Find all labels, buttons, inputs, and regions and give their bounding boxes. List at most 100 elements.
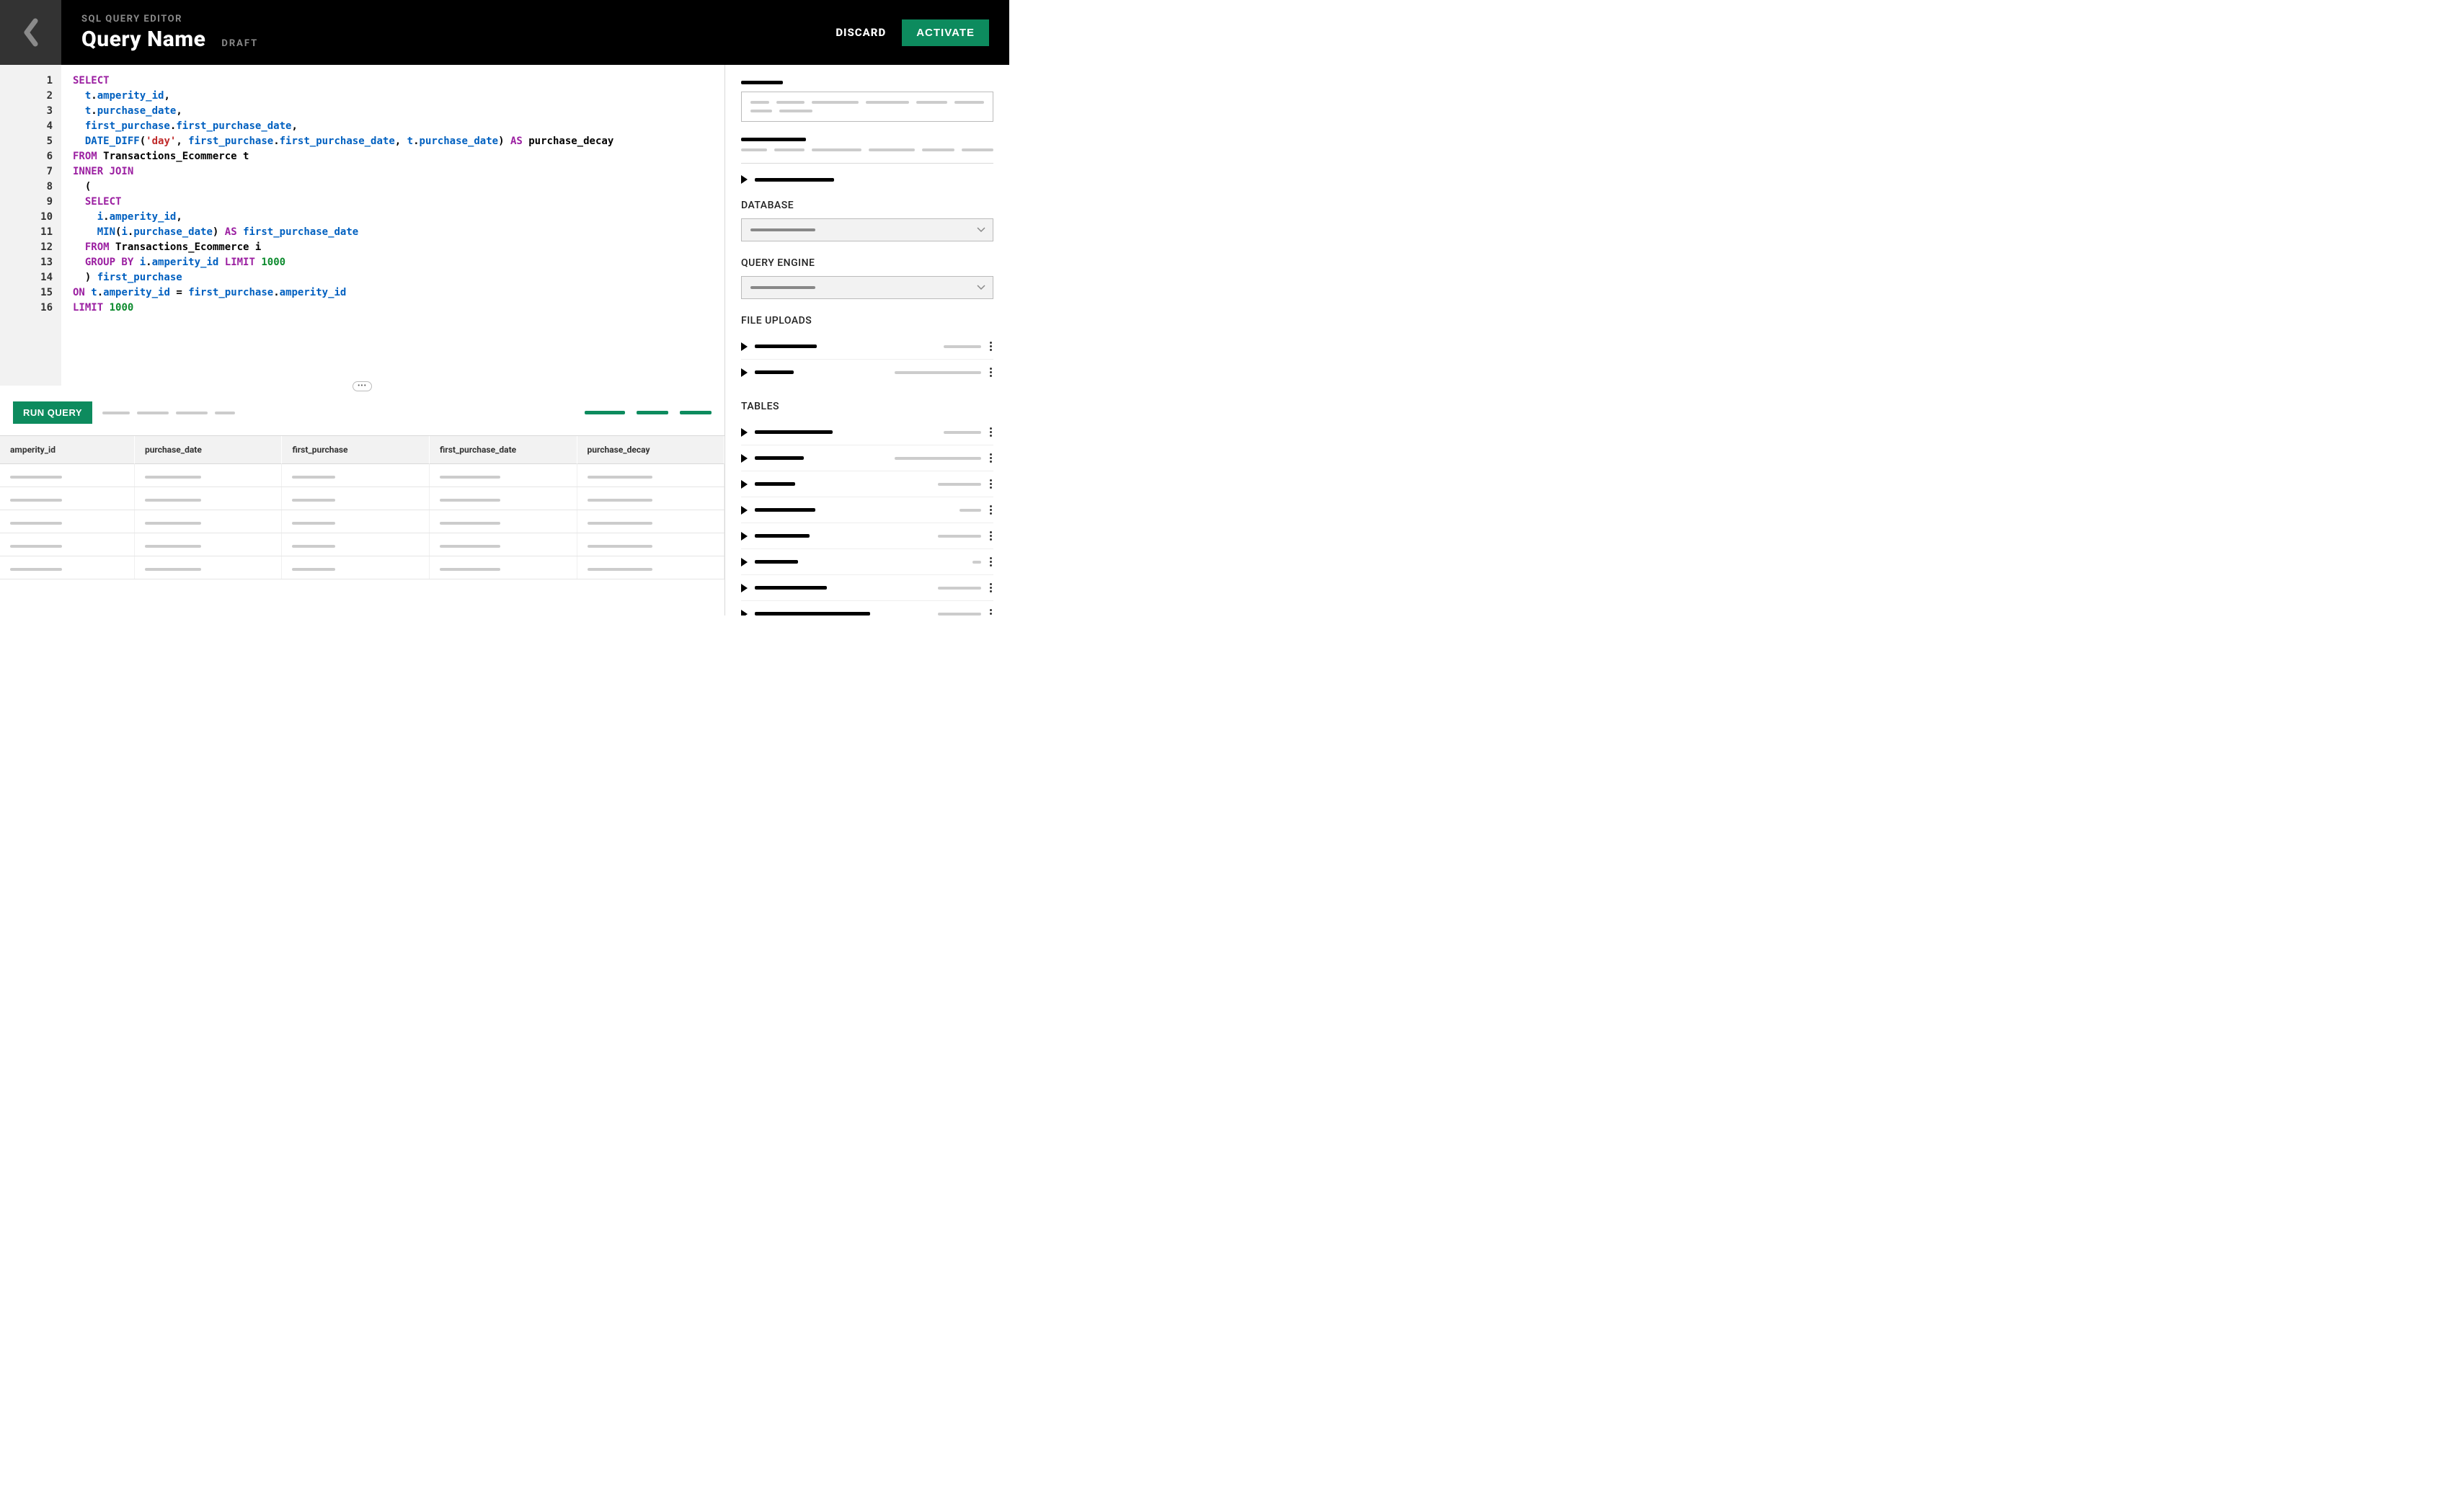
table-row[interactable] xyxy=(741,471,993,497)
kebab-menu-icon[interactable] xyxy=(988,582,993,594)
discard-button[interactable]: DISCARD xyxy=(836,26,886,39)
code-editor: 12345678910111213141516 SELECT t.amperit… xyxy=(0,65,724,386)
table-row[interactable] xyxy=(741,574,993,600)
table-row xyxy=(0,464,724,487)
list-item-label xyxy=(755,612,870,616)
column-header[interactable]: purchase_date xyxy=(135,436,283,464)
header-titles: SQL QUERY EDITOR Query Name DRAFT xyxy=(61,14,836,52)
left-column: 12345678910111213141516 SELECT t.amperit… xyxy=(0,65,725,616)
triangle-right-icon xyxy=(741,558,748,566)
database-select[interactable] xyxy=(741,218,993,241)
kebab-menu-icon[interactable] xyxy=(988,608,993,616)
kebab-menu-icon[interactable] xyxy=(988,340,993,352)
upload-row[interactable] xyxy=(741,334,993,359)
description-box[interactable] xyxy=(741,92,993,122)
list-item-meta xyxy=(938,587,981,590)
label-placeholder xyxy=(741,81,783,84)
label-placeholder xyxy=(755,178,834,182)
list-item-label xyxy=(755,482,795,486)
engine-select[interactable] xyxy=(741,276,993,299)
status-placeholders xyxy=(102,412,235,414)
kebab-menu-icon[interactable] xyxy=(988,366,993,378)
section-title-tables: TABLES xyxy=(741,401,993,412)
list-item-meta xyxy=(960,509,981,512)
app-header: SQL QUERY EDITOR Query Name DRAFT DISCAR… xyxy=(0,0,1009,65)
results-body xyxy=(0,464,724,579)
triangle-right-icon xyxy=(741,610,748,616)
list-item-meta xyxy=(895,371,981,374)
list-item-meta xyxy=(944,431,981,434)
table-row xyxy=(0,510,724,533)
list-item-label xyxy=(755,456,804,460)
kebab-menu-icon[interactable] xyxy=(988,530,993,542)
kebab-menu-icon[interactable] xyxy=(988,452,993,464)
column-header[interactable]: purchase_decay xyxy=(577,436,725,464)
triangle-right-icon xyxy=(741,532,748,541)
table-row[interactable] xyxy=(741,419,993,445)
chevron-left-icon xyxy=(22,18,40,47)
kebab-menu-icon[interactable] xyxy=(988,426,993,438)
results-action[interactable] xyxy=(637,411,668,414)
column-header[interactable]: first_purchase xyxy=(282,436,430,464)
kebab-menu-icon[interactable] xyxy=(988,556,993,568)
expand-row[interactable] xyxy=(741,175,993,184)
triangle-right-icon xyxy=(741,368,748,377)
table-row[interactable] xyxy=(741,600,993,616)
triangle-right-icon xyxy=(741,342,748,351)
pane-splitter[interactable]: ••• xyxy=(0,386,724,394)
results-action[interactable] xyxy=(680,411,712,414)
splitter-handle-icon: ••• xyxy=(353,381,372,391)
activate-button[interactable]: ACTIVATE xyxy=(902,19,989,46)
triangle-right-icon xyxy=(741,584,748,592)
sidebar-block-database: DATABASE xyxy=(741,200,993,241)
sidebar-block-uploads: FILE UPLOADS xyxy=(741,315,993,385)
list-item-meta xyxy=(938,535,981,538)
column-header[interactable]: amperity_id xyxy=(0,436,135,464)
sidebar-block-description xyxy=(741,81,993,122)
label-placeholder xyxy=(741,138,806,141)
list-item-label xyxy=(755,534,810,538)
table-row xyxy=(0,487,724,510)
kebab-menu-icon[interactable] xyxy=(988,504,993,516)
list-item-label xyxy=(755,430,833,434)
table-row[interactable] xyxy=(741,445,993,471)
sidebar-block-engine: QUERY ENGINE xyxy=(741,257,993,299)
table-row[interactable] xyxy=(741,548,993,574)
list-item-label xyxy=(755,560,798,564)
list-item-meta xyxy=(938,613,981,616)
select-value-placeholder xyxy=(750,286,815,289)
divider xyxy=(741,163,993,164)
table-row xyxy=(0,533,724,556)
results-action[interactable] xyxy=(585,411,625,414)
kebab-menu-icon[interactable] xyxy=(988,478,993,490)
action-placeholders xyxy=(585,411,712,414)
chevron-down-icon xyxy=(977,227,985,233)
triangle-right-icon xyxy=(741,175,748,184)
column-header[interactable]: first_purchase_date xyxy=(430,436,577,464)
list-item-meta xyxy=(972,561,981,564)
section-title-engine: QUERY ENGINE xyxy=(741,257,993,269)
upload-row[interactable] xyxy=(741,359,993,385)
header-subtitle: SQL QUERY EDITOR xyxy=(81,14,836,25)
back-button[interactable] xyxy=(0,0,61,65)
code-area[interactable]: SELECT t.amperity_id, t.purchase_date, f… xyxy=(61,65,724,386)
sidebar-block-tables: TABLES xyxy=(741,401,993,616)
table-row[interactable] xyxy=(741,523,993,548)
line-number-gutter: 12345678910111213141516 xyxy=(0,65,61,386)
status-badge: DRAFT xyxy=(221,38,258,49)
page-title: Query Name xyxy=(81,27,205,52)
list-item-label xyxy=(755,370,794,374)
select-value-placeholder xyxy=(750,228,815,231)
table-row[interactable] xyxy=(741,497,993,523)
results-toolbar: RUN QUERY xyxy=(0,394,724,435)
results-header: amperity_idpurchase_datefirst_purchasefi… xyxy=(0,436,724,464)
triangle-right-icon xyxy=(741,428,748,437)
chevron-down-icon xyxy=(977,285,985,290)
run-query-button[interactable]: RUN QUERY xyxy=(13,401,92,424)
list-item-label xyxy=(755,345,817,348)
list-item-label xyxy=(755,508,815,512)
sidebar-block-meta xyxy=(741,138,993,184)
section-title-uploads: FILE UPLOADS xyxy=(741,315,993,326)
header-actions: DISCARD ACTIVATE xyxy=(836,19,1009,46)
list-item-meta xyxy=(895,457,981,460)
